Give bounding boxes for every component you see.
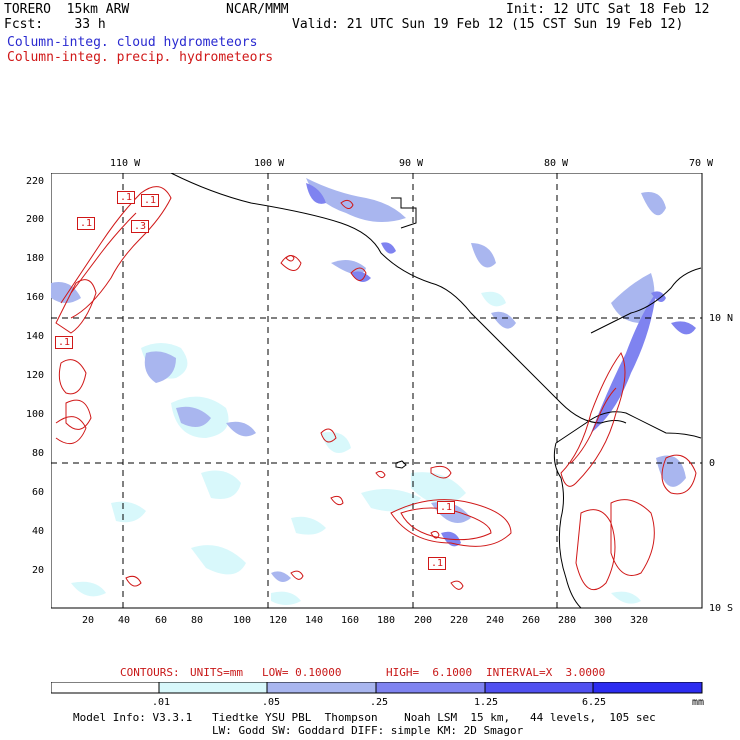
legend-precip-hydrometeors: Column-integ. precip. hydrometeors — [7, 50, 274, 65]
contours-low: LOW= 0.10000 — [262, 666, 342, 679]
lon-label: 80 W — [544, 158, 569, 169]
y-tick-label: 200 — [26, 214, 45, 225]
x-tick-label: 140 — [305, 615, 324, 626]
x-tick-label: 40 — [118, 615, 131, 626]
contour-label: .1 — [117, 191, 136, 204]
lat-label: 0 — [709, 458, 716, 469]
cloud-shading-dark — [306, 183, 696, 547]
x-tick-label: 280 — [558, 615, 577, 626]
contour-label: .1 — [428, 557, 447, 570]
y-tick-label: 140 — [26, 331, 45, 342]
contour-label: .1 — [141, 194, 160, 207]
x-tick-label: 320 — [630, 615, 649, 626]
contours-high: HIGH= 6.1000 — [386, 666, 473, 679]
valid-time: Valid: 21 UTC Sun 19 Feb 12 (15 CST Sun … — [292, 17, 684, 32]
contours-units: UNITS=mm — [190, 666, 243, 679]
x-tick-label: 300 — [594, 615, 613, 626]
contours-interval: INTERVAL=X 3.0000 — [486, 666, 606, 679]
lat-label: 10 S — [709, 603, 734, 614]
coastlines — [170, 173, 702, 609]
model-info-line2: LW: Godd SW: Goddard DIFF: simple KM: 2D… — [212, 724, 524, 737]
x-tick-label: 100 — [233, 615, 252, 626]
contours-title: CONTOURS: — [120, 666, 180, 679]
y-tick-label: 160 — [26, 292, 45, 303]
lon-label: 90 W — [399, 158, 424, 169]
colorbar — [51, 682, 703, 694]
colorbar-tick: 1.25 — [474, 697, 499, 708]
init-time: Init: 12 UTC Sat 18 Feb 12 — [506, 2, 710, 17]
x-tick-label: 120 — [269, 615, 288, 626]
colorbar-tick: .01 — [152, 697, 171, 708]
colorbar-tick: .25 — [370, 697, 389, 708]
x-tick-label: 60 — [155, 615, 168, 626]
model-title: TORERO 15km ARW — [4, 2, 130, 17]
lon-label: 110 W — [110, 158, 141, 169]
lat-label: 10 N — [709, 313, 734, 324]
x-tick-label: 180 — [377, 615, 396, 626]
y-tick-label: 100 — [26, 409, 45, 420]
contour-label: .1 — [77, 217, 96, 230]
precip-contours — [55, 186, 697, 591]
x-tick-label: 200 — [414, 615, 433, 626]
y-tick-label: 80 — [32, 448, 45, 459]
x-tick-label: 160 — [341, 615, 360, 626]
lon-label: 70 W — [689, 158, 714, 169]
organization-label: NCAR/MMM — [226, 2, 289, 17]
y-tick-label: 120 — [26, 370, 45, 381]
x-tick-label: 260 — [522, 615, 541, 626]
x-tick-label: 220 — [450, 615, 469, 626]
forecast-hour: Fcst: 33 h — [4, 17, 106, 32]
lon-label: 100 W — [254, 158, 285, 169]
forecast-map — [51, 173, 703, 609]
x-tick-label: 20 — [82, 615, 95, 626]
y-tick-label: 60 — [32, 487, 45, 498]
y-tick-label: 20 — [32, 565, 45, 576]
y-tick-label: 220 — [26, 176, 45, 187]
y-tick-label: 40 — [32, 526, 45, 537]
model-info-line1: Model Info: V3.3.1 Tiedtke YSU PBL Thomp… — [73, 711, 656, 724]
x-tick-label: 240 — [486, 615, 505, 626]
x-tick-label: 80 — [191, 615, 204, 626]
colorbar-tick: .05 — [262, 697, 281, 708]
legend-cloud-hydrometeors: Column-integ. cloud hydrometeors — [7, 35, 258, 50]
colorbar-tick: 6.25 — [582, 697, 607, 708]
contour-label: .1 — [437, 501, 456, 514]
contour-label: .3 — [131, 220, 150, 233]
y-tick-label: 180 — [26, 253, 45, 264]
contour-label: .1 — [55, 336, 74, 349]
colorbar-unit: mm — [692, 697, 705, 708]
